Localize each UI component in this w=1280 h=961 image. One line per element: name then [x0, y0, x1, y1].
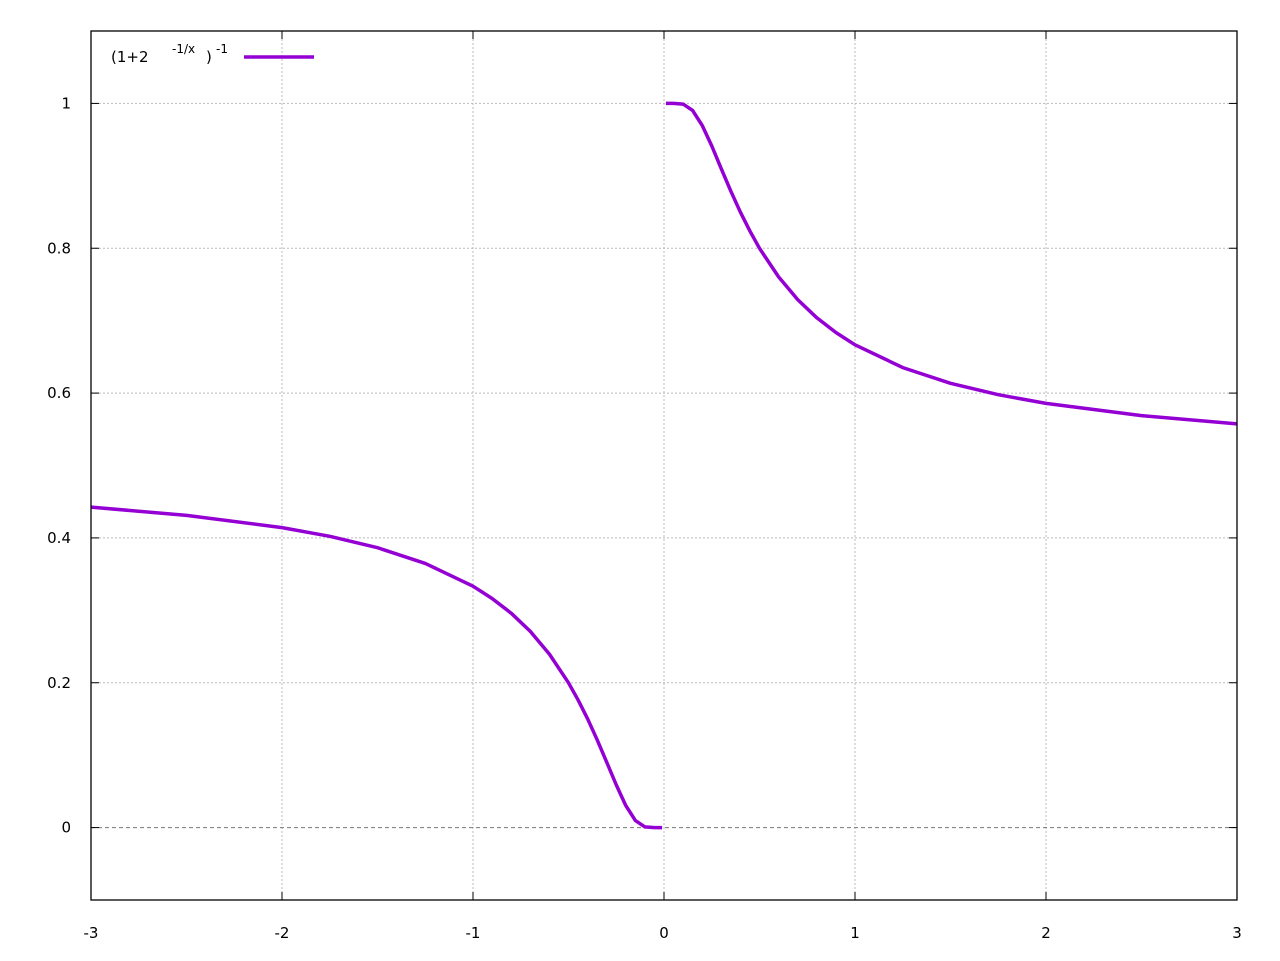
grid — [91, 31, 1237, 900]
series-line — [90, 505, 663, 830]
legend: (1+2 -1/x ) -1 — [111, 42, 314, 66]
x-tick-label: -1 — [466, 924, 481, 942]
x-tick-label: -3 — [84, 924, 99, 942]
y-tick-label: 1 — [61, 94, 71, 112]
legend-exponent: -1/x — [172, 42, 195, 56]
y-tick-label: 0.4 — [47, 529, 71, 547]
series-curve — [90, 101, 1238, 830]
x-tick-label: 3 — [1232, 924, 1242, 942]
plot-border — [90, 30, 1238, 901]
x-tick-label: 2 — [1041, 924, 1051, 942]
x-tick-label: 1 — [850, 924, 860, 942]
legend-close: ) — [206, 48, 212, 66]
y-tick-label: 0.8 — [47, 239, 71, 257]
x-tick-label: -2 — [275, 924, 290, 942]
x-tick-label: 0 — [659, 924, 669, 942]
legend-base: (1+2 — [111, 48, 149, 66]
y-tick-label: 0.2 — [47, 674, 71, 692]
y-tick-label: 0 — [61, 819, 71, 837]
ticks: -3 -2 -1 0 1 2 3 0 0.2 0.4 0.6 0.8 1 — [47, 31, 1242, 942]
legend-outer-exponent: -1 — [216, 42, 228, 56]
series-line — [665, 101, 1238, 426]
y-tick-label: 0.6 — [47, 384, 71, 402]
